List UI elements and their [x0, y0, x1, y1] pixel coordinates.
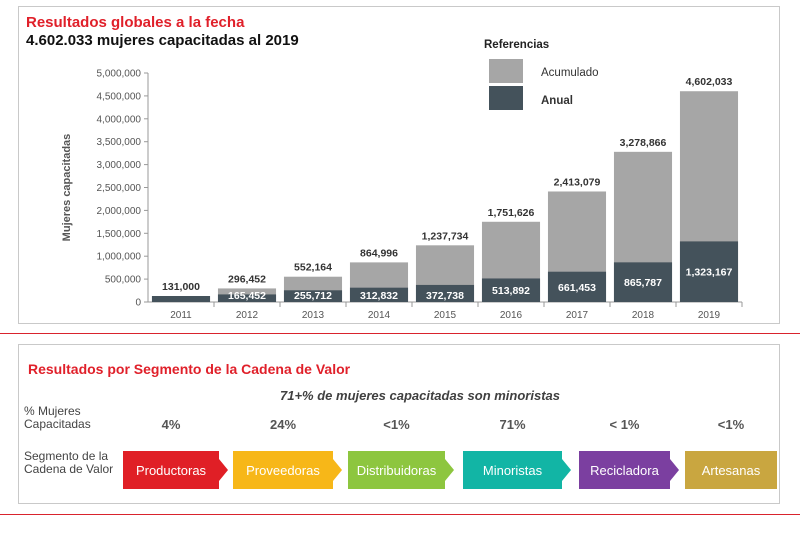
- y-tick-label: 3,500,000: [97, 137, 142, 148]
- chevron-right-icon: [219, 459, 228, 481]
- bar-anual-2011: [151, 296, 211, 302]
- divider-line-bottom: [0, 514, 800, 515]
- y-tick-label: 4,000,000: [97, 114, 142, 125]
- pct-value-recicladora: < 1%: [609, 417, 640, 432]
- y-tick-label: 500,000: [105, 275, 142, 286]
- segment-distribuidoras: Distribuidoras: [348, 451, 454, 489]
- data-label-anual: 372,738: [426, 290, 464, 302]
- segment-label: Proveedoras: [233, 451, 333, 489]
- bar-chart: 5,000,000 4,500,000 4,000,000 3,500,000 3,00…: [61, 39, 743, 321]
- segment-label: Recicladora: [579, 451, 670, 489]
- bar-anual-2018: [613, 262, 673, 302]
- chart-subtitle: 4.602.033 mujeres capacitadas al 2019: [26, 32, 299, 49]
- y-tick-label: 4,500,000: [97, 91, 142, 102]
- bar-anual-2019: [679, 241, 739, 302]
- legend-title: Referencias: [484, 39, 549, 51]
- chevron-right-icon: [445, 459, 454, 481]
- data-label-acumulado: 864,996: [360, 247, 398, 259]
- segment-label: Artesanas: [685, 451, 777, 489]
- segment-label: Distribuidoras: [348, 451, 445, 489]
- segment-row-label: Segmento de la Cadena de Valor: [24, 449, 114, 476]
- segment-recicladora: Recicladora: [579, 451, 679, 489]
- y-tick-label: 2,500,000: [97, 183, 142, 194]
- data-label-acumulado: 3,278,866: [620, 137, 667, 149]
- legend-label-acumulado: Acumulado: [541, 67, 599, 79]
- pct-value-artesanas: <1%: [717, 417, 745, 432]
- bar-anual-2012: [217, 294, 277, 302]
- data-label-anual: 1,323,167: [686, 267, 733, 279]
- data-label-acumulado: 2,413,079: [554, 176, 601, 188]
- pct-value-productoras: 4%: [161, 417, 181, 432]
- data-label-anual: 255,712: [294, 290, 332, 302]
- x-tick-label: 2015: [434, 310, 457, 321]
- data-label-anual: 312,832: [360, 290, 398, 302]
- x-tick-label: 2019: [698, 310, 721, 321]
- bar-anual-2016: [481, 278, 541, 302]
- data-label-acumulado: 1,751,626: [488, 207, 535, 219]
- data-label-anual: 661,453: [558, 282, 596, 294]
- pct-value-proveedoras: 24%: [269, 417, 297, 432]
- segments-highlight: 71+% de mujeres capacitadas son minorist…: [280, 388, 560, 403]
- y-tick-label: 2,000,000: [97, 206, 142, 217]
- data-label-acumulado: 131,000: [162, 281, 200, 293]
- segment-label: Minoristas: [463, 451, 562, 489]
- x-tick-label: 2014: [368, 310, 391, 321]
- data-label-acumulado: 552,164: [294, 262, 332, 274]
- segment-minoristas: Minoristas: [463, 451, 571, 489]
- x-tick-label: 2016: [500, 310, 523, 321]
- bar-anual-2017: [547, 271, 607, 302]
- x-tick-label: 2012: [236, 310, 259, 321]
- chevron-right-icon: [562, 459, 571, 481]
- x-tick-label: 2017: [566, 310, 589, 321]
- data-label-anual: 165,452: [228, 290, 266, 302]
- y-tick-label: 0: [135, 298, 141, 309]
- chevron-right-icon: [670, 459, 679, 481]
- bar-anual-2013: [283, 290, 343, 302]
- data-label-acumulado: 4,602,033: [686, 76, 733, 88]
- bar-anual-2014: [349, 287, 409, 302]
- pct-row-label: % Mujeres Capacitadas: [24, 404, 91, 431]
- pct-value-distribuidoras: <1%: [383, 417, 410, 432]
- data-label-acumulado: 296,452: [228, 273, 266, 285]
- bar-anual-2015: [415, 284, 475, 302]
- segment-proveedoras: Proveedoras: [233, 451, 342, 489]
- legend-label-anual: Anual: [541, 95, 573, 107]
- x-tick-label: 2018: [632, 310, 655, 321]
- data-label-acumulado: 1,237,734: [422, 230, 469, 242]
- segment-productoras: Productoras: [123, 451, 228, 489]
- y-tick-label: 3,000,000: [97, 160, 142, 171]
- x-tick-label: 2013: [302, 310, 325, 321]
- divider-line-top: [0, 333, 800, 334]
- data-label-anual: 513,892: [492, 285, 530, 297]
- segment-label: Productoras: [123, 451, 219, 489]
- segments-title: Resultados por Segmento de la Cadena de …: [28, 361, 351, 377]
- chart-title: Resultados globales a la fecha: [26, 14, 245, 31]
- pct-value-minoristas: 71%: [499, 417, 526, 432]
- y-axis-label: Mujeres capacitadas: [61, 134, 73, 242]
- y-tick-label: 5,000,000: [97, 69, 142, 80]
- y-tick-label: 1,500,000: [97, 229, 142, 240]
- y-tick-label: 1,000,000: [97, 252, 142, 263]
- x-tick-label: 2011: [170, 310, 192, 321]
- legend-swatch-acumulado: [489, 59, 523, 83]
- legend-swatch-anual: [489, 86, 523, 110]
- data-label-anual: 865,787: [624, 277, 662, 289]
- chevron-right-icon: [333, 459, 342, 481]
- segment-artesanas: Artesanas: [685, 451, 777, 489]
